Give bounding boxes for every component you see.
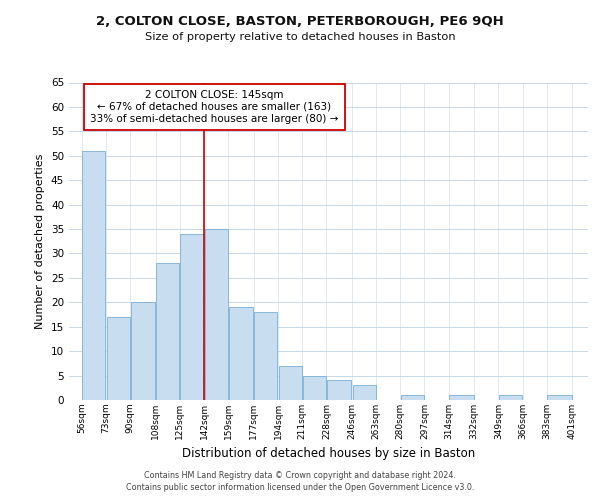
Bar [353, 386, 376, 400]
Bar [107, 317, 130, 400]
Bar [499, 395, 522, 400]
Bar [401, 395, 424, 400]
Y-axis label: Number of detached properties: Number of detached properties [35, 154, 46, 329]
X-axis label: Distribution of detached houses by size in Baston: Distribution of detached houses by size … [182, 448, 475, 460]
Bar [131, 302, 155, 400]
Bar [82, 151, 106, 400]
Bar [278, 366, 302, 400]
Bar [157, 263, 179, 400]
Bar [303, 376, 326, 400]
Bar [205, 229, 227, 400]
Bar [181, 234, 203, 400]
Bar [449, 395, 473, 400]
Text: Size of property relative to detached houses in Baston: Size of property relative to detached ho… [145, 32, 455, 42]
Bar [327, 380, 352, 400]
Bar [254, 312, 277, 400]
Text: 2 COLTON CLOSE: 145sqm
← 67% of detached houses are smaller (163)
33% of semi-de: 2 COLTON CLOSE: 145sqm ← 67% of detached… [90, 90, 338, 124]
Text: 2, COLTON CLOSE, BASTON, PETERBOROUGH, PE6 9QH: 2, COLTON CLOSE, BASTON, PETERBOROUGH, P… [96, 15, 504, 28]
Bar [229, 307, 253, 400]
Bar [547, 395, 572, 400]
Text: Contains HM Land Registry data © Crown copyright and database right 2024.
Contai: Contains HM Land Registry data © Crown c… [126, 471, 474, 492]
